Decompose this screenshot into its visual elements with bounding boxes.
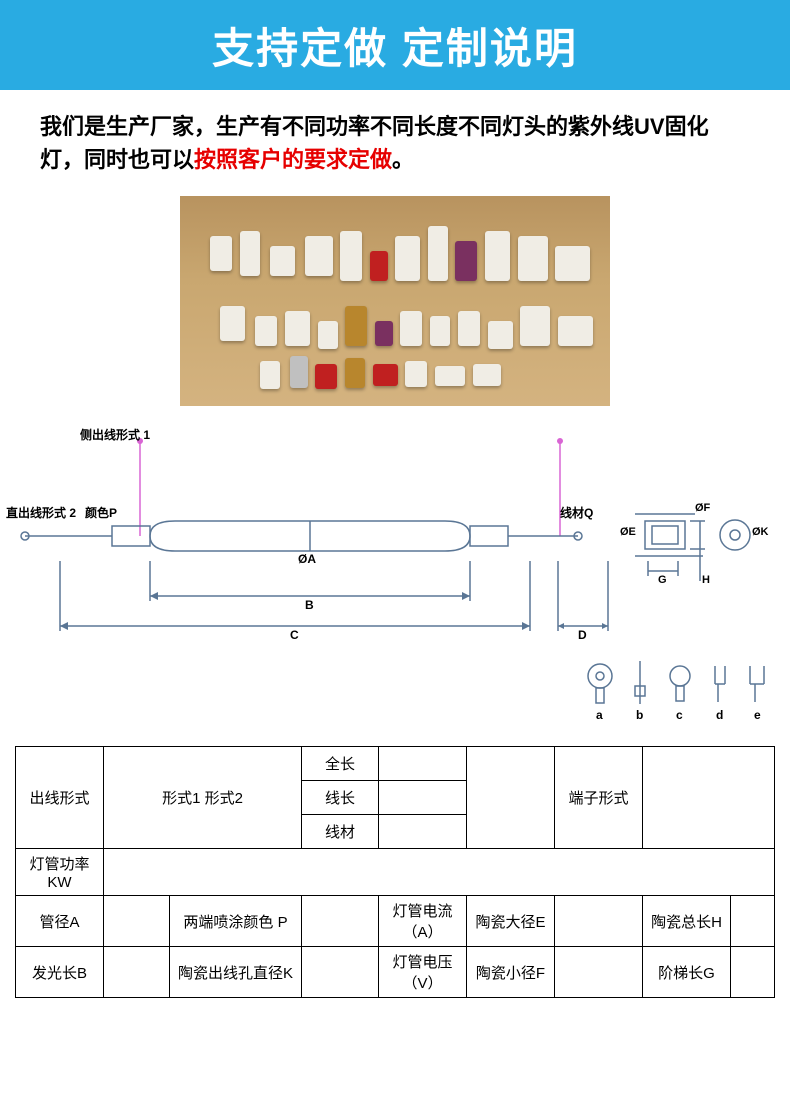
table-row: 发光长B 陶瓷出线孔直径K 灯管电压（V） 陶瓷小径F 阶梯长G (16, 947, 775, 998)
cell-power: 灯管功率KW (16, 849, 104, 896)
label-term-c: c (676, 708, 683, 722)
cell-diameter-a: 管径A (16, 896, 104, 947)
photo-component (395, 236, 420, 281)
label-dim-b: B (305, 598, 314, 612)
cell-wire-material: 线材 (302, 815, 379, 849)
cell-full-length: 全长 (302, 747, 379, 781)
photo-component (285, 311, 310, 346)
spec-table: 出线形式 形式1 形式2 全长 端子形式 线长 线材 灯管功率KW 管径A 两端… (15, 746, 775, 998)
cell-paint-p: 两端喷涂颜色 P (170, 896, 302, 947)
label-color-p: 颜色P (85, 504, 117, 521)
label-dim-d: D (578, 628, 587, 642)
label-dim-f: ØF (695, 502, 710, 514)
label-dim-c: C (290, 628, 299, 642)
technical-diagram: 侧出线形式 1 直出线形式 2 颜色P 线材Q ØA B C D ØE ØF G… (0, 426, 790, 736)
label-wire-q: 线材Q (560, 504, 593, 521)
photo-component (458, 311, 480, 346)
cell-terminal-form: 端子形式 (555, 747, 643, 849)
photo-component (558, 316, 593, 346)
label-straight-wire-2: 直出线形式 2 (6, 504, 76, 521)
photo-component (345, 306, 367, 346)
photo-component (210, 236, 232, 271)
label-dim-a: ØA (298, 552, 316, 566)
cell-step-g: 阶梯长G (643, 947, 731, 998)
cell-emit-b: 发光长B (16, 947, 104, 998)
photo-component (435, 366, 465, 386)
cell-wire-form: 出线形式 (16, 747, 104, 849)
intro-highlight: 按照客户的要求定做 (194, 147, 392, 172)
label-dim-h: H (702, 574, 710, 586)
intro-text: 我们是生产厂家，生产有不同功率不同长度不同灯头的紫外线UV固化灯，同时也可以按照… (0, 90, 790, 186)
photo-component (430, 316, 450, 346)
photo-component (400, 311, 422, 346)
table-row: 灯管功率KW (16, 849, 775, 896)
table-row: 出线形式 形式1 形式2 全长 端子形式 (16, 747, 775, 781)
label-dim-e: ØE (620, 526, 636, 538)
product-photo (180, 196, 610, 406)
header-title: 支持定做 定制说明 (212, 15, 578, 76)
photo-component (318, 321, 338, 349)
table-row: 管径A 两端喷涂颜色 P 灯管电流（A） 陶瓷大径E 陶瓷总长H (16, 896, 775, 947)
label-dim-g: G (658, 574, 667, 586)
photo-component (345, 358, 365, 388)
photo-component (405, 361, 427, 387)
cell-ceramic-h: 陶瓷总长H (643, 896, 731, 947)
label-term-e: e (754, 708, 761, 722)
label-side-wire-1: 侧出线形式 1 (80, 426, 150, 443)
diagram-svg (0, 426, 790, 736)
photo-component (473, 364, 501, 386)
photo-component (260, 361, 280, 389)
photo-component (455, 241, 477, 281)
cell-voltage: 灯管电压（V） (379, 947, 467, 998)
label-term-d: d (716, 708, 723, 722)
cell-ceramic-f: 陶瓷小径F (467, 947, 555, 998)
photo-component (290, 356, 308, 388)
photo-component (485, 231, 510, 281)
cell-form12: 形式1 形式2 (104, 747, 302, 849)
photo-component (375, 321, 393, 346)
intro-part2: 。 (392, 147, 414, 172)
photo-component (520, 306, 550, 346)
photo-component (220, 306, 245, 341)
cell-current: 灯管电流（A） (379, 896, 467, 947)
photo-component (255, 316, 277, 346)
label-dim-k: ØK (752, 526, 769, 538)
cell-hole-k: 陶瓷出线孔直径K (170, 947, 302, 998)
photo-component (488, 321, 513, 349)
header-banner: 支持定做 定制说明 (0, 0, 790, 90)
label-term-a: a (596, 708, 603, 722)
photo-component (270, 246, 295, 276)
label-term-b: b (636, 708, 643, 722)
photo-component (305, 236, 333, 276)
photo-component (315, 364, 337, 389)
photo-component (555, 246, 590, 281)
photo-component (370, 251, 388, 281)
photo-component (340, 231, 362, 281)
cell-wire-length: 线长 (302, 781, 379, 815)
photo-component (428, 226, 448, 281)
photo-component (373, 364, 398, 386)
photo-component (240, 231, 260, 276)
photo-component (518, 236, 548, 281)
cell-ceramic-e: 陶瓷大径E (467, 896, 555, 947)
